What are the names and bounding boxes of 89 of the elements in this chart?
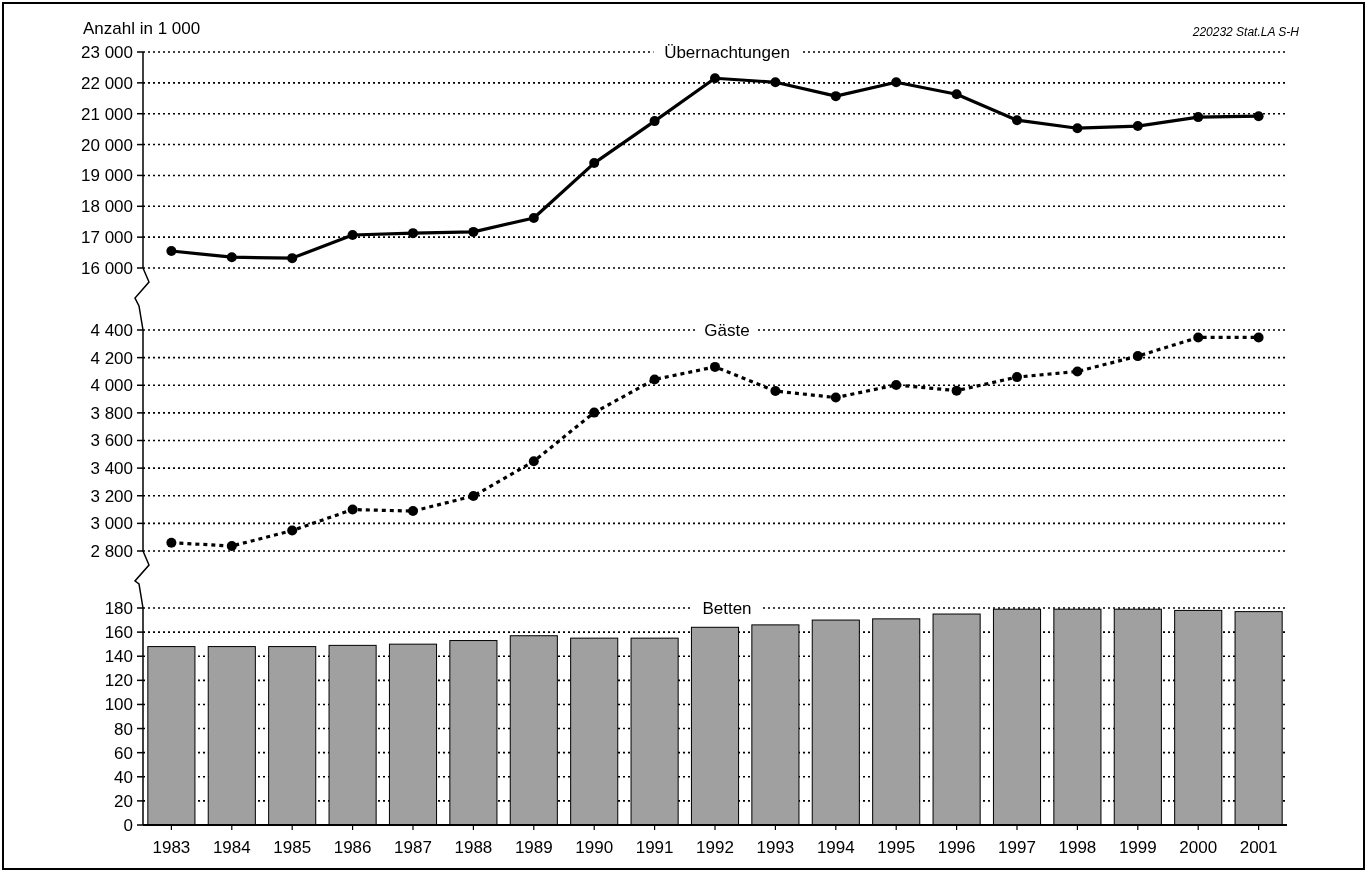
x-tick-label: 1986 (333, 838, 372, 857)
chart-title: Gäste (704, 320, 750, 340)
point (1072, 123, 1083, 134)
point (589, 407, 600, 418)
y-tick-label: 20 (114, 791, 133, 811)
point (770, 386, 781, 397)
y-tick-label: 4 200 (90, 348, 133, 368)
point (830, 91, 841, 102)
x-tick-label: 1983 (152, 838, 191, 857)
x-tick-label: 2000 (1179, 838, 1218, 857)
x-tick-label: 1991 (635, 838, 674, 857)
point (830, 392, 841, 403)
y-tick-label: 120 (104, 671, 133, 691)
y-tick-label: 100 (104, 695, 133, 715)
y-tick-label: 4 000 (90, 376, 133, 396)
x-tick-label: 1994 (816, 838, 855, 857)
y-tick-label: 17 000 (81, 228, 133, 248)
point (407, 506, 418, 517)
y-tick-label: 180 (104, 598, 133, 618)
x-tick-label: 1985 (273, 838, 312, 857)
y-tick-label: 3 600 (90, 431, 133, 451)
text: 220232 Stat.LA S-H (1191, 25, 1300, 39)
point (1132, 351, 1143, 362)
y-tick-label: 60 (114, 743, 133, 763)
point (649, 374, 660, 385)
chart-title: Übernachtungen (664, 42, 790, 62)
point (589, 158, 600, 169)
point (1072, 366, 1083, 377)
x-tick-label: 1984 (212, 838, 251, 857)
point (528, 213, 539, 224)
y-tick-label: 140 (104, 647, 133, 667)
y-tick-label: 3 200 (90, 486, 133, 506)
point (166, 246, 177, 257)
x-tick-label: 1988 (454, 838, 493, 857)
point (1253, 111, 1264, 122)
y-tick-label: 2 800 (90, 541, 133, 561)
y-tick-label: 20 000 (81, 135, 133, 155)
x-tick-label: 1997 (998, 838, 1036, 857)
point (226, 541, 237, 552)
point (710, 361, 720, 372)
x-tick-label: 1990 (575, 838, 614, 857)
point (1253, 332, 1264, 343)
y-tick-label: 40 (114, 767, 133, 787)
point (1193, 332, 1204, 343)
point (649, 116, 660, 127)
y-tick-label: 16 000 (81, 258, 133, 278)
point (287, 525, 298, 536)
point (347, 229, 358, 240)
chart-title: Betten (702, 598, 752, 618)
point (891, 77, 902, 88)
x-tick-label: 1996 (937, 838, 976, 857)
y-tick-label: 18 000 (81, 197, 133, 217)
y-tick-label: 3 400 (90, 459, 133, 479)
point (528, 456, 539, 467)
point (468, 226, 479, 237)
point (226, 252, 237, 263)
point (951, 89, 962, 100)
y-tick-label: 3 000 (90, 514, 133, 534)
point (1012, 115, 1023, 126)
point (468, 491, 479, 502)
point (951, 385, 962, 396)
y-tick-label: 21 000 (81, 104, 133, 124)
y-tick-label: 4 400 (90, 320, 133, 340)
point (287, 253, 298, 264)
y-tick-label: 23 000 (81, 42, 133, 62)
y-tick-label: 3 800 (90, 403, 133, 423)
point (1012, 372, 1023, 383)
x-tick-label: 2001 (1239, 838, 1278, 857)
y-tick-label: 19 000 (81, 166, 133, 186)
x-tick-label: 1998 (1058, 838, 1097, 857)
x-tick-label: 1992 (696, 838, 734, 857)
point (407, 228, 418, 239)
point (770, 77, 781, 88)
y-axis-title: Anzahl in 1 000 (83, 19, 201, 38)
x-tick-label: 1993 (756, 838, 795, 857)
y-tick-label: 0 (123, 815, 133, 835)
y-tick-label: 80 (114, 719, 133, 739)
x-tick-label: 1995 (877, 838, 916, 857)
point (1132, 121, 1143, 132)
point (347, 504, 358, 515)
point (1193, 112, 1204, 123)
x-tick-label: 1989 (514, 838, 553, 857)
y-tick-label: 22 000 (81, 73, 133, 93)
point (891, 379, 902, 390)
x-tick-label: 1987 (394, 838, 432, 857)
point (166, 537, 177, 548)
y-tick-label: 160 (104, 623, 133, 643)
point (710, 73, 720, 84)
x-tick-label: 1999 (1118, 838, 1157, 857)
